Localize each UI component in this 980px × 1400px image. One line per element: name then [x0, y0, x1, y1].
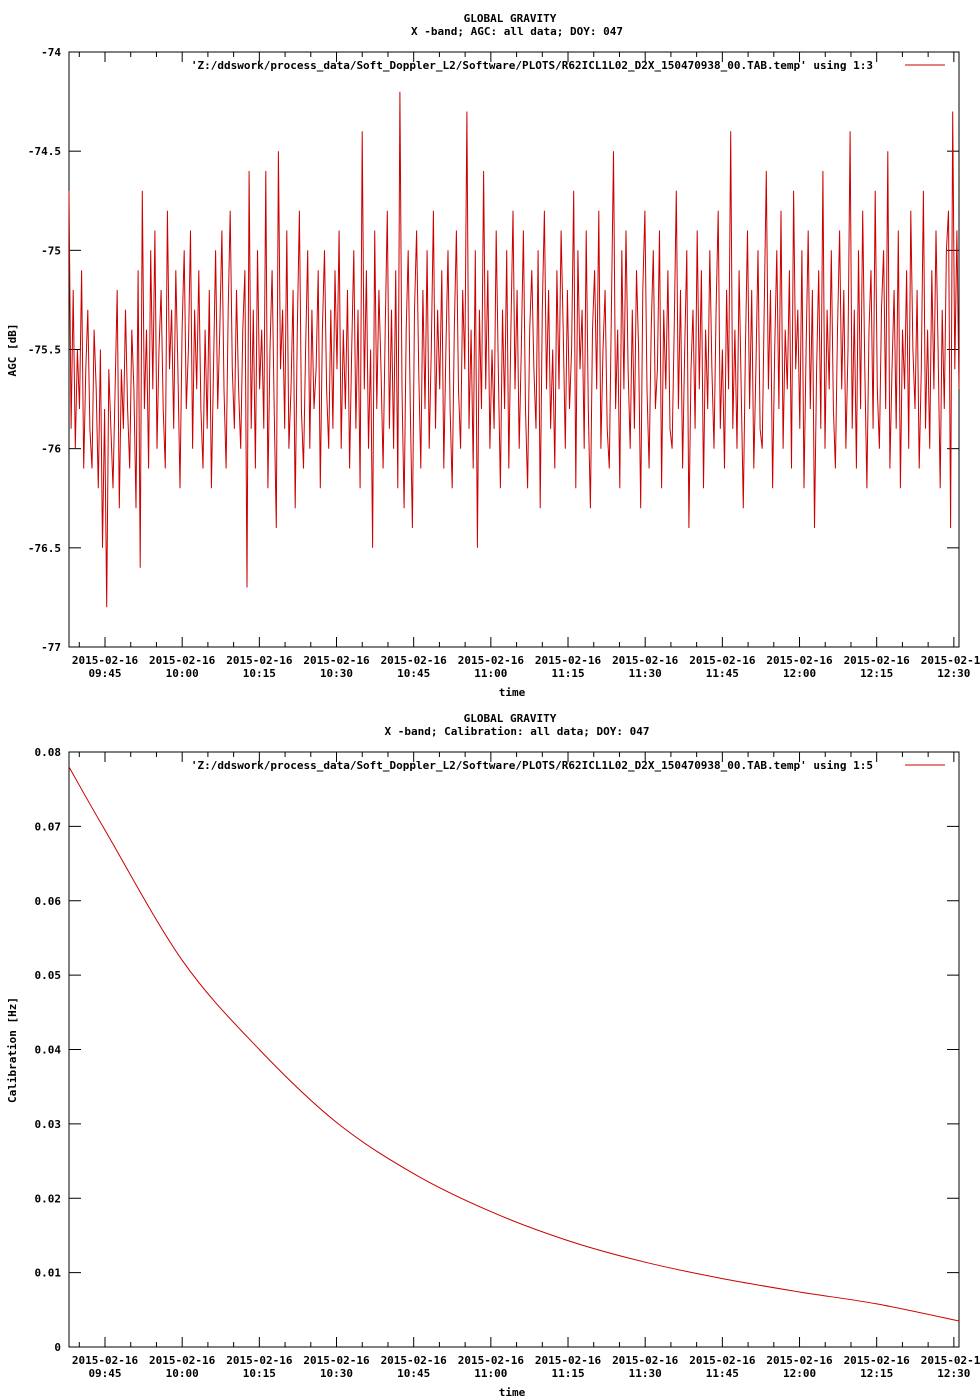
- agc-x-tick-time: 11:45: [706, 667, 739, 680]
- calibration-y-tick-label: 0.06: [35, 895, 62, 908]
- calibration-x-tick-time: 11:00: [474, 1367, 507, 1380]
- calibration-plot-frame: [68, 751, 960, 1348]
- agc-chart-title: GLOBAL GRAVITY: [464, 12, 557, 25]
- calibration-y-tick-label: 0.01: [35, 1267, 62, 1280]
- agc-x-tick-time: 11:30: [629, 667, 662, 680]
- calibration-chart-subtitle: X -band; Calibration: all data; DOY: 047: [385, 725, 650, 738]
- agc-x-tick-date: 2015-02-16: [303, 654, 370, 667]
- calibration-x-tick-date: 2015-02-16: [149, 1354, 216, 1367]
- calibration-y-tick-label: 0.07: [35, 820, 62, 833]
- agc-x-tick-time: 10:00: [166, 667, 199, 680]
- agc-x-tick-date: 2015-02-16: [612, 654, 679, 667]
- calibration-x-tick-time: 10:00: [166, 1367, 199, 1380]
- calibration-y-tick-label: 0.02: [35, 1192, 62, 1205]
- calibration-x-tick-date: 2015-02-16: [72, 1354, 139, 1367]
- calibration-y-tick-label: 0.08: [35, 746, 62, 759]
- calibration-x-tick-time: 09:45: [88, 1367, 121, 1380]
- calibration-x-tick-date: 2015-02-16: [303, 1354, 370, 1367]
- agc-plot-area: -74-74.5-75-75.5-76-76.5-772015-02-1609:…: [28, 46, 980, 680]
- agc-x-tick-time: 12:00: [783, 667, 816, 680]
- calibration-x-axis-label: time: [499, 1386, 526, 1399]
- agc-y-tick-label: -76: [41, 443, 61, 456]
- calibration-chart-title: GLOBAL GRAVITY: [464, 712, 557, 725]
- agc-y-tick-label: -75.5: [28, 344, 61, 357]
- calibration-y-tick-label: 0.03: [35, 1118, 62, 1131]
- calibration-x-tick-time: 12:15: [860, 1367, 893, 1380]
- calibration-x-tick-date: 2015-02-16: [844, 1354, 911, 1367]
- agc-x-tick-date: 2015-02-16: [226, 654, 293, 667]
- agc-x-tick-date: 2015-02-16: [766, 654, 833, 667]
- agc-x-tick-date: 2015-02-16: [844, 654, 911, 667]
- agc-x-tick-time: 10:15: [243, 667, 276, 680]
- calibration-x-tick-time: 10:15: [243, 1367, 276, 1380]
- agc-x-tick-date: 2015-02-16: [381, 654, 448, 667]
- agc-series-line: [68, 91, 960, 608]
- calibration-x-tick-date: 2015-02-16: [766, 1354, 833, 1367]
- agc-x-tick-time: 11:00: [474, 667, 507, 680]
- calibration-y-tick-label: 0.04: [35, 1044, 62, 1057]
- agc-y-axis-label: AGC [dB]: [6, 324, 19, 377]
- agc-x-tick-date: 2015-02-16: [149, 654, 216, 667]
- agc-x-axis-label: time: [499, 686, 526, 699]
- agc-x-tick-time: 11:15: [551, 667, 584, 680]
- calibration-plot-area: 0.08 0.07 0.06 0.05 0.04 0.03 0.02 0.01 0 2015-02…: [35, 746, 980, 1380]
- agc-x-tick-time: 10:45: [397, 667, 430, 680]
- calibration-x-tick-date: 2015-02-16: [612, 1354, 679, 1367]
- calibration-y-tick-label: 0: [54, 1341, 61, 1354]
- agc-legend-label: 'Z:/ddswork/process_data/Soft_Doppler_L2…: [191, 59, 873, 72]
- calibration-x-tick-date: 2015-02-16: [535, 1354, 602, 1367]
- agc-x-tick-time: 12:30: [937, 667, 970, 680]
- agc-x-tick-date: 2015-02-16: [535, 654, 602, 667]
- calibration-x-tick-time: 10:30: [320, 1367, 353, 1380]
- calibration-x-tick-date: 2015-02-16: [381, 1354, 448, 1367]
- agc-x-tick-time: 12:15: [860, 667, 893, 680]
- calibration-legend-label: 'Z:/ddswork/process_data/Soft_Doppler_L2…: [191, 759, 873, 772]
- calibration-x-tick-date: 2015-02-16: [226, 1354, 293, 1367]
- calibration-y-axis-label: Calibration [Hz]: [6, 997, 19, 1103]
- agc-y-tick-label: -75: [41, 244, 61, 257]
- calibration-x-tick-time: 11:45: [706, 1367, 739, 1380]
- agc-x-tick-time: 10:30: [320, 667, 353, 680]
- agc-chart-subtitle: X -band; AGC: all data; DOY: 047: [411, 25, 623, 38]
- agc-x-tick-date: 2015-02-16: [689, 654, 756, 667]
- agc-x-tick-date: 2015-02-16: [921, 654, 980, 667]
- calibration-series-line: [68, 766, 960, 1322]
- agc-x-tick-time: 09:45: [88, 667, 121, 680]
- calibration-x-tick-time: 12:30: [937, 1367, 970, 1380]
- calibration-y-tick-label: 0.05: [35, 969, 62, 982]
- agc-plot-frame: [68, 51, 960, 648]
- calibration-chart: GLOBAL GRAVITY X -band; Calibration: all…: [6, 712, 980, 1399]
- agc-x-tick-date: 2015-02-16: [458, 654, 525, 667]
- agc-y-tick-label: -74.5: [28, 145, 61, 158]
- calibration-x-tick-time: 11:30: [629, 1367, 662, 1380]
- calibration-x-tick-time: 12:00: [783, 1367, 816, 1380]
- calibration-x-tick-date: 2015-02-16: [689, 1354, 756, 1367]
- agc-y-tick-label: -74: [41, 46, 61, 59]
- agc-y-tick-label: -76.5: [28, 542, 61, 555]
- agc-x-tick-date: 2015-02-16: [72, 654, 139, 667]
- calibration-x-tick-time: 10:45: [397, 1367, 430, 1380]
- agc-y-tick-label: -77: [41, 641, 61, 654]
- agc-chart: GLOBAL GRAVITY X -band; AGC: all data; D…: [6, 12, 980, 699]
- calibration-x-tick-time: 11:15: [551, 1367, 584, 1380]
- calibration-x-tick-date: 2015-02-16: [921, 1354, 980, 1367]
- calibration-x-tick-date: 2015-02-16: [458, 1354, 525, 1367]
